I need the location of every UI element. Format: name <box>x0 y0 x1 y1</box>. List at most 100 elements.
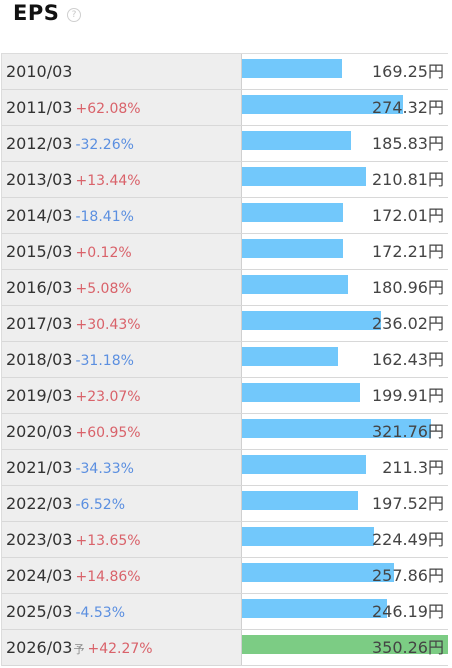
value-label: 169.25円 <box>372 62 444 81</box>
value-label: 172.21円 <box>372 242 444 261</box>
period-label: 2015/03 <box>6 242 73 261</box>
value-label: 246.19円 <box>372 602 444 621</box>
change-percent: -6.52% <box>75 497 125 513</box>
table-row: 2025/03 -4.53% 246.19円 <box>2 594 448 630</box>
table-row: 2023/03 +13.65% 224.49円 <box>2 522 448 558</box>
change-percent: +30.43% <box>75 317 141 333</box>
change-percent: +5.08% <box>75 281 132 297</box>
bar-cell: 180.96円 <box>242 270 448 305</box>
table-row: 2015/03 +0.12% 172.21円 <box>2 234 448 270</box>
period-label: 2010/03 <box>6 62 73 81</box>
bar-cell: 274.32円 <box>242 90 448 125</box>
eps-bar <box>242 491 358 510</box>
table-row: 2016/03 +5.08% 180.96円 <box>2 270 448 306</box>
period-label: 2026/03 <box>6 638 73 657</box>
eps-bar-chart: 2010/03 169.25円 2011/03 +62.08% 274.32円 2012/… <box>1 53 448 666</box>
value-label: 321.76円 <box>372 422 444 441</box>
table-row: 2024/03 +14.86% 257.86円 <box>2 558 448 594</box>
change-percent: +13.44% <box>75 173 141 189</box>
period-label-cell: 2012/03 -32.26% <box>2 126 242 161</box>
period-label-cell: 2017/03 +30.43% <box>2 306 242 341</box>
period-label: 2020/03 <box>6 422 73 441</box>
change-percent: +60.95% <box>75 425 141 441</box>
bar-cell: 236.02円 <box>242 306 448 341</box>
eps-bar <box>242 599 387 618</box>
header: EPS ? <box>0 0 452 52</box>
period-label-cell: 2021/03 -34.33% <box>2 450 242 485</box>
period-label: 2024/03 <box>6 566 73 585</box>
period-label-cell: 2013/03 +13.44% <box>2 162 242 197</box>
value-label: 162.43円 <box>372 350 444 369</box>
value-label: 236.02円 <box>372 314 444 333</box>
period-label-cell: 2018/03 -31.18% <box>2 342 242 377</box>
table-row: 2011/03 +62.08% 274.32円 <box>2 90 448 126</box>
change-percent: -4.53% <box>75 605 125 621</box>
table-row: 2019/03 +23.07% 199.91円 <box>2 378 448 414</box>
period-label-cell: 2016/03 +5.08% <box>2 270 242 305</box>
bar-cell: 169.25円 <box>242 54 448 89</box>
eps-bar <box>242 167 366 186</box>
period-label: 2019/03 <box>6 386 73 405</box>
period-label: 2016/03 <box>6 278 73 297</box>
period-label: 2021/03 <box>6 458 73 477</box>
table-row: 2012/03 -32.26% 185.83円 <box>2 126 448 162</box>
value-label: 210.81円 <box>372 170 444 189</box>
value-label: 185.83円 <box>372 134 444 153</box>
eps-bar <box>242 347 338 366</box>
eps-bar <box>242 131 351 150</box>
period-label: 2022/03 <box>6 494 73 513</box>
eps-bar <box>242 203 343 222</box>
period-label-cell: 2025/03 -4.53% <box>2 594 242 629</box>
value-label: 211.3円 <box>382 458 444 477</box>
bar-cell: 246.19円 <box>242 594 448 629</box>
eps-bar <box>242 383 360 402</box>
value-label: 197.52円 <box>372 494 444 513</box>
table-row: 2013/03 +13.44% 210.81円 <box>2 162 448 198</box>
change-percent: +13.65% <box>75 533 141 549</box>
change-percent: -18.41% <box>75 209 134 225</box>
eps-bar <box>242 419 431 438</box>
change-percent: -32.26% <box>75 137 134 153</box>
bar-cell: 172.21円 <box>242 234 448 269</box>
eps-bar <box>242 275 348 294</box>
period-label: 2023/03 <box>6 530 73 549</box>
table-row: 2020/03 +60.95% 321.76円 <box>2 414 448 450</box>
period-label: 2017/03 <box>6 314 73 333</box>
page-title: EPS <box>13 1 60 25</box>
bar-cell: 162.43円 <box>242 342 448 377</box>
value-label: 257.86円 <box>372 566 444 585</box>
table-row: 2014/03 -18.41% 172.01円 <box>2 198 448 234</box>
period-label-cell: 2020/03 +60.95% <box>2 414 242 449</box>
forecast-mark: 予 <box>73 643 85 656</box>
period-label-cell: 2014/03 -18.41% <box>2 198 242 233</box>
value-label: 199.91円 <box>372 386 444 405</box>
bar-cell: 185.83円 <box>242 126 448 161</box>
table-row: 2022/03 -6.52% 197.52円 <box>2 486 448 522</box>
table-row: 2010/03 169.25円 <box>2 54 448 90</box>
question-circle-icon[interactable]: ? <box>67 8 81 22</box>
value-label: 224.49円 <box>372 530 444 549</box>
value-label: 172.01円 <box>372 206 444 225</box>
eps-bar <box>242 527 374 546</box>
period-label-cell: 2023/03 +13.65% <box>2 522 242 557</box>
bar-cell: 199.91円 <box>242 378 448 413</box>
eps-bar <box>242 239 343 258</box>
period-label: 2018/03 <box>6 350 73 369</box>
period-label: 2012/03 <box>6 134 73 153</box>
bar-cell: 257.86円 <box>242 558 448 593</box>
eps-bar <box>242 59 342 78</box>
bar-cell: 350.26円 <box>242 630 448 665</box>
eps-bar <box>242 455 366 474</box>
change-percent: +14.86% <box>75 569 141 585</box>
forecast-bar <box>242 635 448 654</box>
eps-bar <box>242 95 403 114</box>
period-label-cell: 2019/03 +23.07% <box>2 378 242 413</box>
bar-cell: 210.81円 <box>242 162 448 197</box>
change-percent: -34.33% <box>75 461 134 477</box>
change-percent: +23.07% <box>75 389 141 405</box>
table-row: 2017/03 +30.43% 236.02円 <box>2 306 448 342</box>
bar-cell: 197.52円 <box>242 486 448 521</box>
table-row: 2018/03 -31.18% 162.43円 <box>2 342 448 378</box>
period-label: 2014/03 <box>6 206 73 225</box>
period-label: 2011/03 <box>6 98 73 117</box>
